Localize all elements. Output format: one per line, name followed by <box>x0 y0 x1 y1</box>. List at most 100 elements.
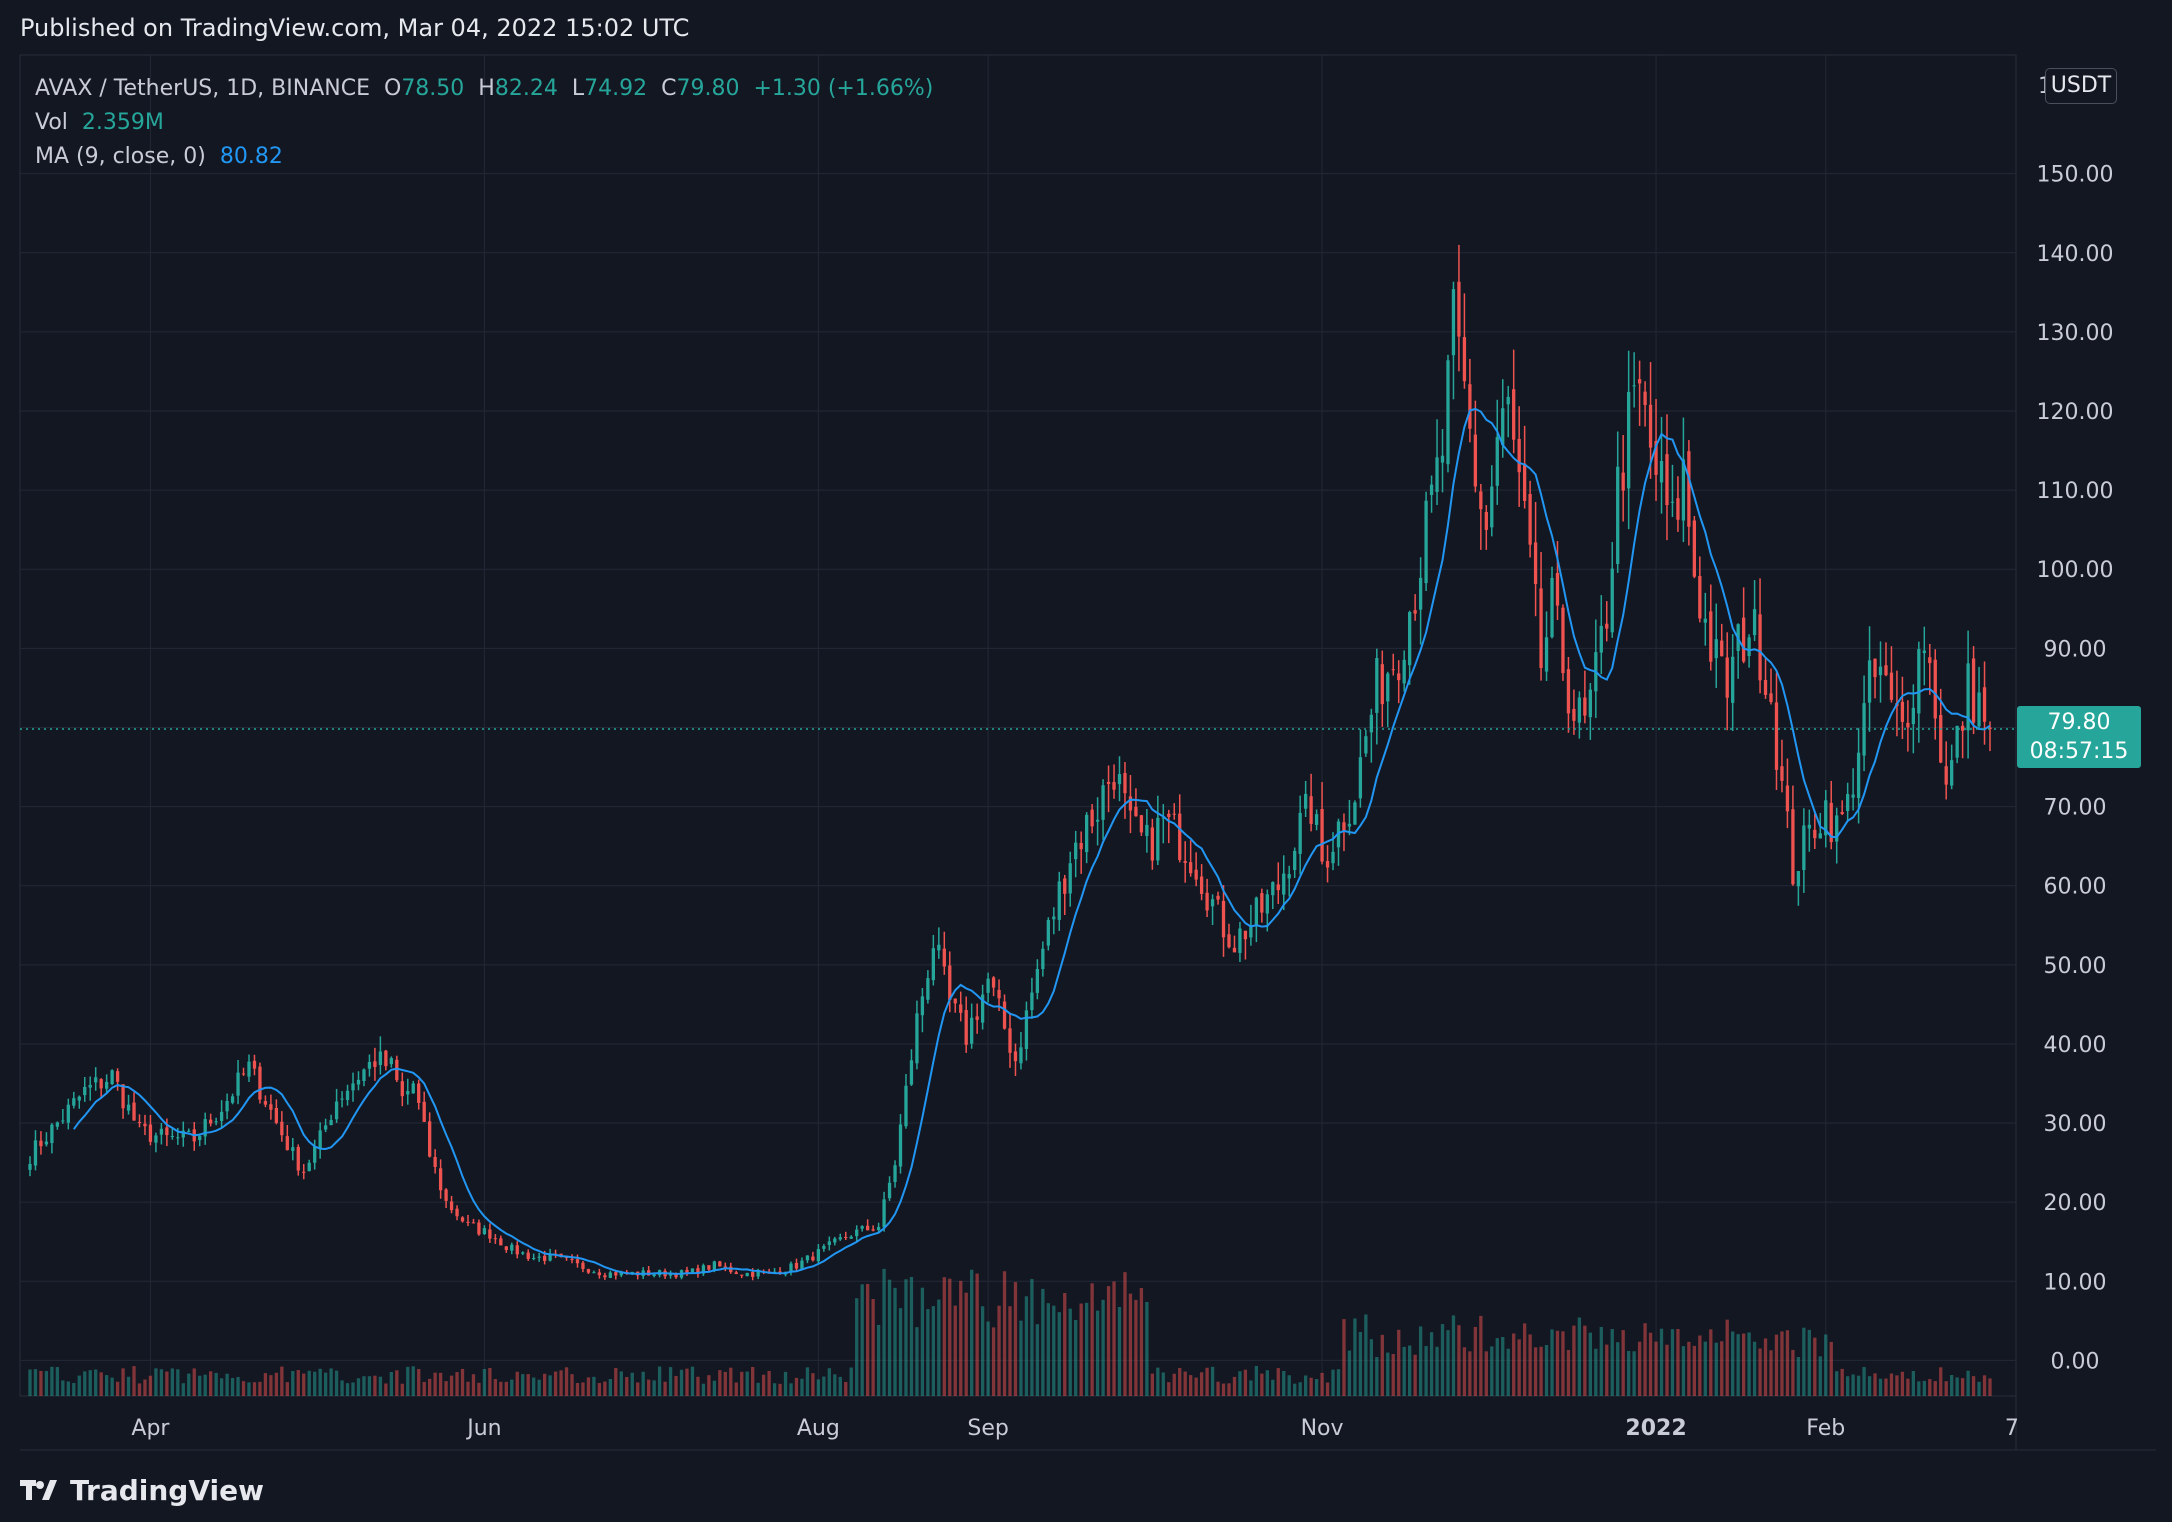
ma-line <box>72 407 1991 1275</box>
candle-body <box>1627 391 1631 489</box>
candle-body <box>1271 882 1275 896</box>
volume-bar <box>1741 1333 1746 1396</box>
candle-body <box>1380 664 1384 705</box>
candle-body <box>285 1136 289 1151</box>
candle-body <box>1566 669 1571 714</box>
volume-bar <box>1265 1370 1269 1396</box>
volume-bar <box>1150 1373 1154 1396</box>
candle-body <box>323 1125 328 1130</box>
volume-bar <box>1862 1367 1866 1396</box>
volume-bar <box>1325 1382 1330 1396</box>
legend-symbol[interactable]: AVAX / TetherUS, 1D, BINANCE <box>35 76 370 101</box>
volume-bar <box>1692 1345 1697 1396</box>
volume-bar <box>499 1381 503 1396</box>
volume-bar <box>1774 1334 1779 1396</box>
volume-bar <box>1254 1366 1259 1396</box>
legend-volume-row: Vol 2.359M <box>35 106 933 140</box>
volume-bar <box>1484 1351 1488 1396</box>
candle-body <box>1501 408 1505 445</box>
candle-body <box>55 1122 60 1127</box>
candle-body <box>1703 618 1707 623</box>
candle-body <box>1681 459 1686 521</box>
volume-bar <box>1375 1357 1379 1396</box>
volume-bar <box>1013 1282 1018 1396</box>
candle-body <box>263 1101 268 1105</box>
candle-body <box>1643 391 1647 406</box>
candle-body <box>1632 385 1636 387</box>
volume-bar <box>1577 1317 1582 1396</box>
candle-body <box>1988 727 1992 730</box>
legend-low-label: L <box>571 76 585 101</box>
volume-bar <box>1763 1338 1768 1396</box>
candle-body <box>1616 466 1620 564</box>
volume-bar <box>1446 1330 1450 1396</box>
volume-bar <box>367 1376 372 1396</box>
volume-bar <box>1687 1341 1691 1396</box>
volume-bar <box>115 1381 120 1396</box>
candle-body <box>1731 656 1735 703</box>
candle-body <box>1342 822 1346 831</box>
candle-body <box>800 1260 804 1270</box>
candle-body <box>187 1130 191 1132</box>
candle-body <box>1364 736 1368 754</box>
currency-button[interactable]: USDT <box>2045 68 2117 104</box>
y-tick-label: 30.00 <box>2044 1112 2107 1137</box>
candle-body <box>718 1261 722 1267</box>
candle-body <box>1933 659 1937 719</box>
candle-body <box>1095 819 1100 822</box>
volume-bar <box>532 1377 536 1396</box>
volume-bar <box>1583 1325 1587 1396</box>
volume-bar <box>198 1375 202 1396</box>
candle-body <box>833 1238 837 1243</box>
volume-bar <box>356 1378 361 1396</box>
candle-body <box>449 1201 454 1211</box>
volume-bar <box>1199 1372 1204 1396</box>
legend-ma-label[interactable]: MA (9, close, 0) <box>35 144 206 169</box>
candle-body <box>1939 715 1943 763</box>
volume-bar <box>844 1381 848 1396</box>
footer-branding[interactable]: TradingView <box>20 1470 264 1510</box>
volume-bar <box>1227 1383 1231 1396</box>
volume-bar <box>679 1369 684 1396</box>
candle-body <box>104 1081 109 1089</box>
candle-body <box>1210 899 1215 907</box>
candle-body <box>460 1217 465 1222</box>
candle-body <box>1846 794 1850 811</box>
candle-body <box>811 1256 815 1261</box>
volume-bar <box>1024 1296 1029 1396</box>
last-price-tag: 79.80 08:57:15 <box>2017 706 2141 768</box>
volume-bar <box>1413 1354 1417 1396</box>
volume-bar <box>1659 1328 1664 1396</box>
candle-body <box>1528 494 1532 545</box>
volume-bar <box>33 1369 38 1396</box>
candle-body <box>1293 850 1297 871</box>
volume-bar <box>904 1279 908 1396</box>
volume-bar <box>1796 1357 1801 1396</box>
candle-body <box>340 1098 344 1100</box>
y-tick-label: 140.00 <box>2037 242 2114 267</box>
candle-body <box>313 1146 317 1163</box>
volume-bar <box>1232 1376 1237 1396</box>
candle-body <box>455 1208 459 1217</box>
volume-bar <box>55 1367 60 1396</box>
volume-bar <box>1720 1341 1724 1396</box>
volume-bar <box>805 1367 810 1396</box>
candle-body <box>88 1084 92 1088</box>
volume-bar <box>1856 1375 1861 1396</box>
candle-body <box>50 1124 54 1144</box>
candle-body <box>1960 725 1965 731</box>
candle-body <box>1369 714 1373 733</box>
volume-bar <box>625 1376 629 1396</box>
volume-bar <box>1676 1328 1680 1396</box>
volume-bar <box>417 1368 421 1396</box>
candle-body <box>1780 766 1784 781</box>
candle-body <box>838 1237 842 1240</box>
volume-bar <box>696 1376 700 1396</box>
volume-bar <box>1851 1374 1855 1396</box>
legend-vol-label[interactable]: Vol <box>35 110 68 135</box>
volume-bar <box>882 1268 886 1396</box>
volume-bar <box>745 1371 749 1396</box>
candle-body <box>1637 379 1642 384</box>
volume-bar <box>959 1280 963 1396</box>
